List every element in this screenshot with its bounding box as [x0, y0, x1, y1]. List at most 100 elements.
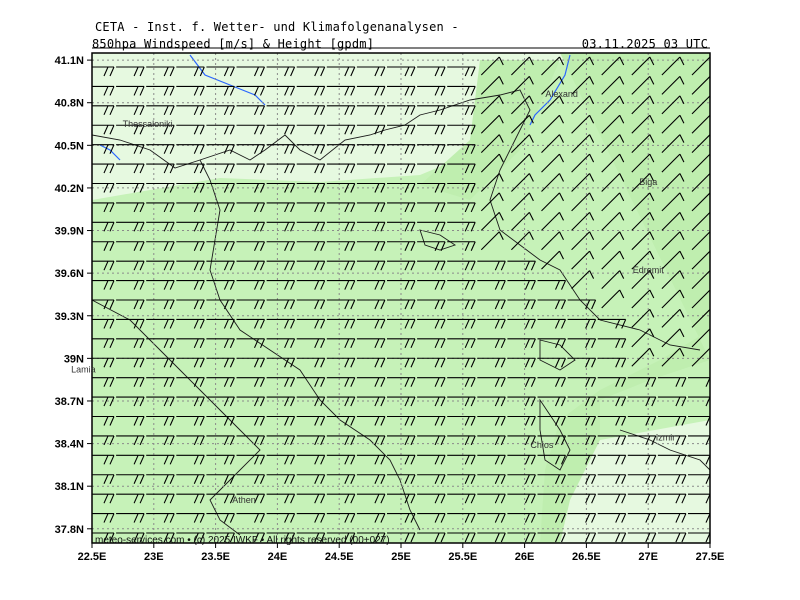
wind-barb: [356, 435, 386, 446]
wind-barb: [447, 182, 476, 193]
wind-barb: [266, 124, 296, 135]
wind-barb: [236, 435, 266, 446]
wind-barb: [92, 241, 115, 251]
wind-barb: [507, 260, 536, 271]
wind-barb: [236, 318, 266, 329]
wind-barb: [447, 454, 476, 465]
wind-barb: [116, 415, 145, 426]
wind-barb: [511, 173, 534, 192]
wind-barb: [92, 182, 115, 193]
wind-barb: [417, 299, 446, 310]
wind-barb: [601, 114, 625, 134]
wind-barb: [387, 163, 416, 174]
wind-barb: [417, 163, 446, 174]
wind-barb: [631, 309, 655, 328]
wind-barb: [236, 474, 266, 484]
wind-barb: [116, 377, 145, 387]
wind-barb: [417, 396, 446, 407]
wind-barb: [356, 493, 386, 504]
wind-barb: [356, 299, 386, 310]
wind-barb: [631, 211, 655, 231]
wind-barb: [206, 202, 235, 213]
wind-barb: [597, 396, 627, 407]
wind-barb: [236, 144, 266, 154]
wind-barb: [477, 474, 506, 484]
wind-barb: [661, 250, 685, 270]
wind-barb: [511, 211, 534, 231]
wind-barb: [206, 299, 235, 310]
wind-barb: [691, 250, 710, 270]
wind-barb: [326, 357, 356, 368]
wind-barb: [176, 66, 205, 77]
coastlines: [92, 89, 710, 536]
lon-tick-label: 25E: [391, 551, 411, 563]
wind-barb: [387, 532, 416, 543]
wind-barbs: [92, 56, 710, 543]
central-greece-coast: [92, 299, 261, 536]
wind-barb: [206, 66, 235, 77]
wind-barb: [567, 415, 597, 426]
wind-barb: [296, 202, 326, 213]
wind-barb: [417, 415, 446, 426]
wind-barb: [541, 250, 564, 270]
wind-barb: [601, 153, 625, 173]
city-label: Alexand: [545, 89, 578, 99]
wind-barb: [661, 134, 685, 154]
lon-tick-label: 23.5E: [201, 551, 230, 563]
wind-barb: [296, 299, 326, 310]
wind-barb: [567, 338, 597, 349]
wind-barb: [146, 318, 175, 329]
wind-barb: [597, 532, 627, 543]
wind-barb: [92, 513, 115, 523]
wind-barb: [511, 231, 534, 251]
wind-barb: [387, 377, 416, 387]
wind-barb: [296, 241, 326, 251]
wind-barb: [146, 280, 175, 290]
wind-barb: [480, 114, 504, 134]
chios-island: [539, 398, 571, 471]
wind-barb: [417, 493, 446, 504]
wind-barb: [236, 454, 266, 465]
wind-barb: [326, 318, 356, 329]
wind-barb: [356, 241, 386, 251]
city-label: Lamia: [71, 365, 96, 375]
wind-barb: [477, 532, 506, 543]
wind-barb: [236, 338, 266, 349]
wind-barb: [176, 396, 205, 407]
wind-barb: [537, 532, 567, 543]
wind-barb: [236, 105, 266, 116]
wind-barb: [146, 435, 175, 446]
wind-barb: [661, 328, 685, 348]
wind-barb: [597, 338, 627, 349]
wind-barb: [326, 221, 356, 232]
wind-barb: [146, 454, 175, 465]
wind-barb: [146, 532, 175, 543]
wind-barb: [417, 435, 446, 446]
wind-barb: [417, 318, 446, 329]
wind-barb: [417, 377, 446, 387]
wind-barb: [176, 357, 205, 368]
wind-barb: [266, 280, 296, 290]
wind-barb: [597, 415, 627, 426]
wind-barb: [146, 105, 175, 116]
graticule: [92, 53, 710, 543]
wind-barb: [447, 338, 476, 349]
wind-barb: [601, 95, 625, 115]
wind-barb: [92, 260, 115, 271]
wind-barb: [631, 56, 655, 76]
wind-barb: [296, 338, 326, 349]
wind-barb: [266, 221, 296, 232]
wind-barb: [541, 231, 564, 251]
wind-barb: [146, 474, 175, 484]
wind-barb: [296, 454, 326, 465]
lat-tick-label: 39.6N: [55, 268, 84, 280]
wind-barb: [146, 396, 175, 407]
wind-barb: [447, 357, 476, 368]
wind-barb: [296, 163, 326, 174]
wind-barb: [447, 435, 476, 446]
wind-barb: [387, 202, 416, 213]
wind-barb: [480, 173, 504, 192]
wind-barb: [356, 318, 386, 329]
wind-barb: [447, 221, 476, 232]
wind-barb: [356, 532, 386, 543]
